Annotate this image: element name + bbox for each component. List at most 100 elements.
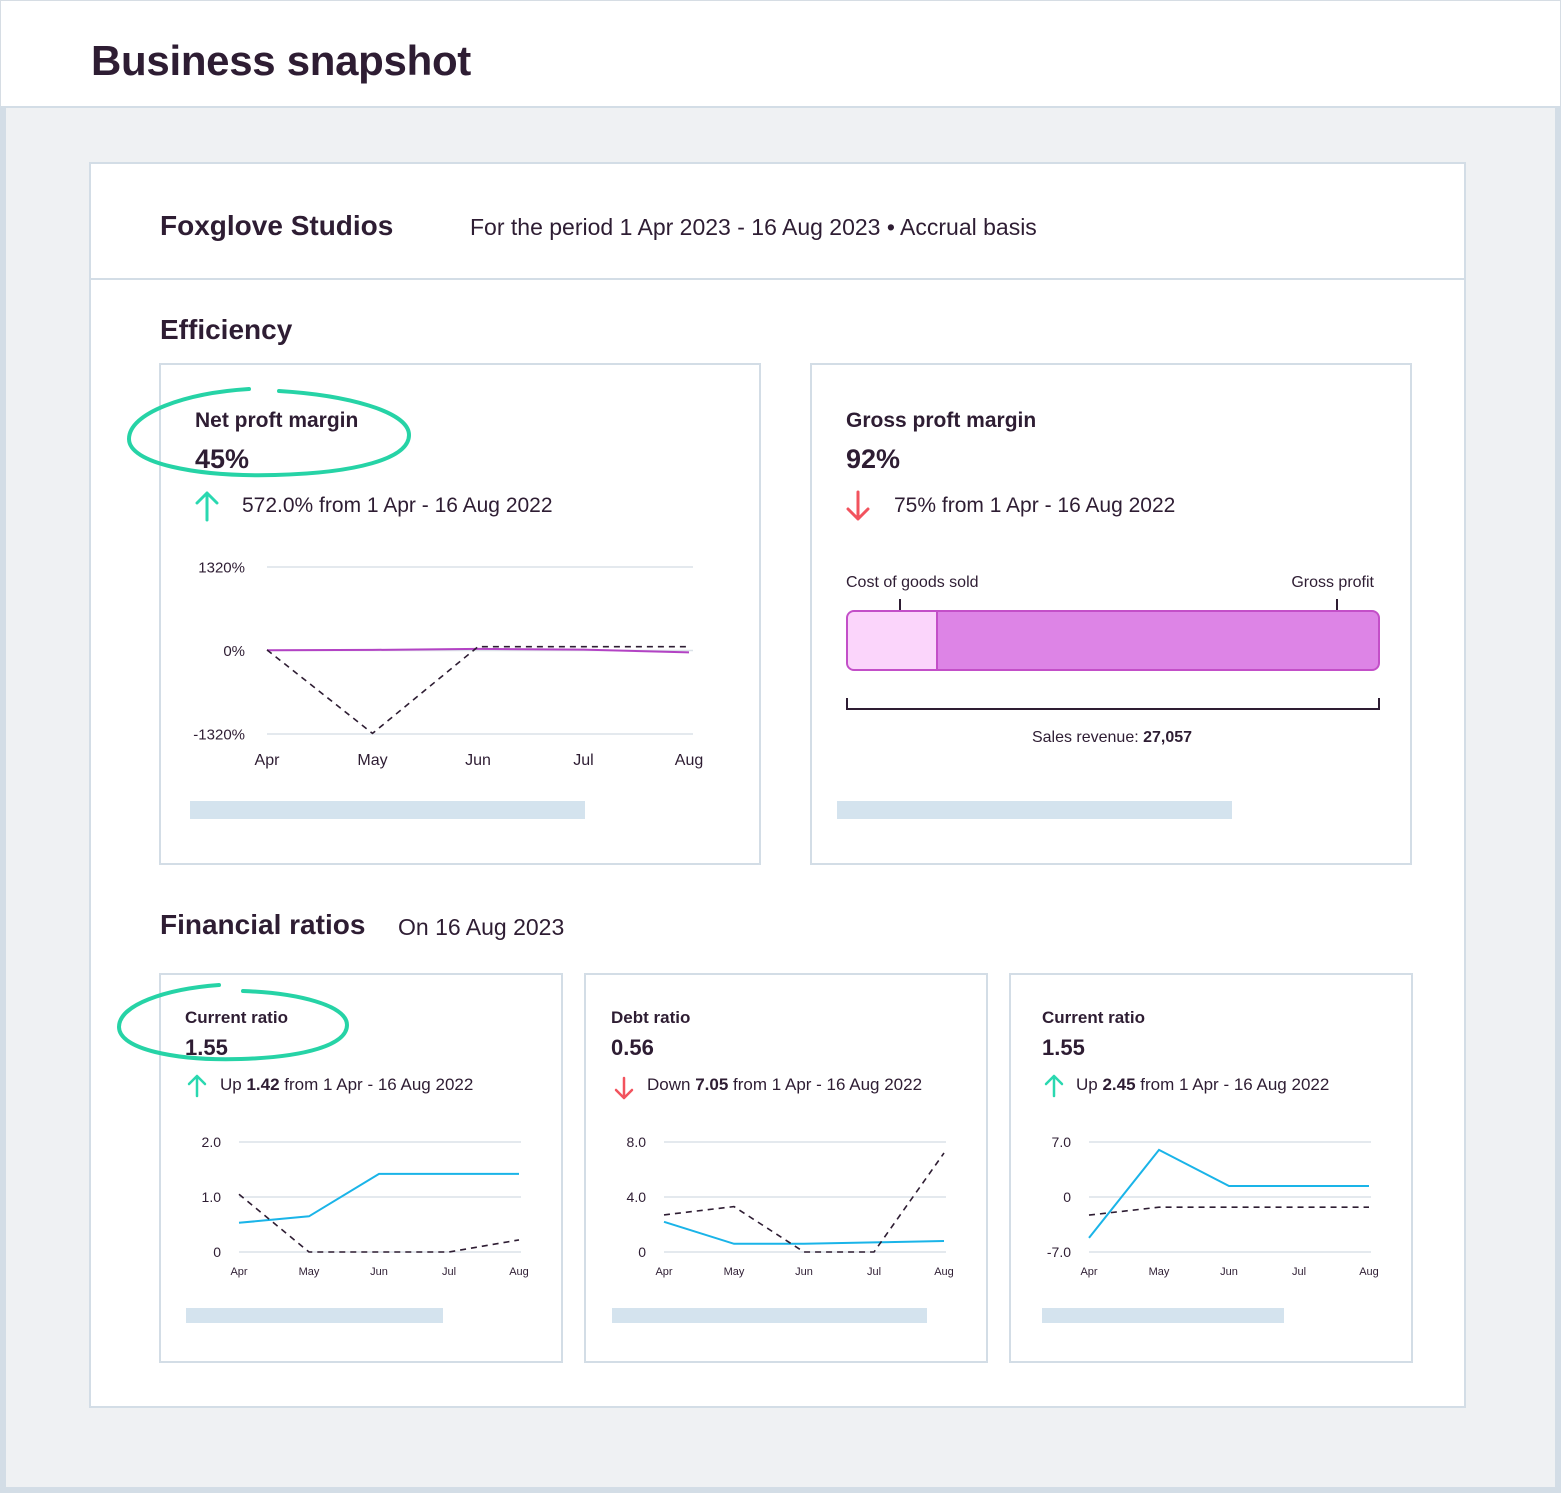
x-tick-label: Aug — [509, 1266, 529, 1278]
y-tick-label: -7.0 — [1047, 1244, 1071, 1260]
x-tick-label: Apr — [230, 1266, 247, 1278]
placeholder-bar — [186, 1308, 443, 1323]
trend-amount: 1.42 — [246, 1075, 280, 1094]
ratio-card-3-value: 1.55 — [1042, 1035, 1085, 1060]
sales-revenue-label: Sales revenue: — [1031, 729, 1139, 746]
series-line — [238, 1172, 519, 1224]
series-line — [1088, 1148, 1369, 1239]
trend-amount: 2.45 — [1102, 1075, 1136, 1094]
report-header: Foxglove Studios For the period 1 Apr 20… — [91, 164, 1464, 280]
gross-profit-label: Gross profit — [1291, 574, 1374, 591]
debt-ratio-card[interactable]: Debt ratio 0.56 Down 7.05 from 1 Apr - 1… — [584, 973, 988, 1363]
ratio-card-3-trend: Up 2.45 from 1 Apr - 16 Aug 2022 — [1076, 1075, 1329, 1095]
x-tick-label: Jun — [370, 1266, 388, 1278]
series-line — [266, 647, 690, 654]
ratio-card-1-trend: Up 1.42 from 1 Apr - 16 Aug 2022 — [220, 1075, 473, 1095]
ratio-card-3-title: Current ratio — [1042, 1008, 1145, 1027]
ratio-card-1-chart: 2.0 1.0 0 Apr May Jun Jul Aug — [202, 1134, 529, 1278]
y-tick-label: 0 — [1063, 1189, 1071, 1205]
ratio-card-2-chart: 8.0 4.0 0 Apr May Jun Jul Aug — [627, 1134, 954, 1278]
ratio-card-3-chart: 7.0 0 -7.0 Apr May Jun Jul Aug — [1047, 1134, 1379, 1278]
gross-profit-tick — [1336, 599, 1338, 619]
net-profit-title: Net proft margin — [195, 409, 359, 432]
x-tick-label: Aug — [1359, 1266, 1379, 1278]
arrow-down-icon — [846, 490, 870, 521]
comparison-series-line — [1088, 1206, 1369, 1216]
report-sheet: Foxglove Studios For the period 1 Apr 20… — [89, 162, 1466, 1408]
cogs-segment — [848, 612, 939, 669]
x-tick-label: Jun — [1220, 1266, 1238, 1278]
x-tick-label: Apr — [1080, 1266, 1097, 1278]
y-tick-label: 8.0 — [627, 1134, 647, 1150]
x-tick-label: Jul — [573, 752, 593, 769]
app-header: Business snapshot — [0, 0, 1561, 106]
gross-profit-title: Gross proft margin — [846, 409, 1037, 432]
net-profit-value: 45% — [195, 444, 250, 474]
ratio-card-1-title: Current ratio — [185, 1008, 288, 1027]
series-line — [663, 1220, 945, 1245]
placeholder-bar — [190, 801, 585, 819]
gross-profit-trend: 75% from 1 Apr - 16 Aug 2022 — [894, 494, 1176, 517]
net-profit-margin-card[interactable]: Net proft margin 45% 572.0% from 1 Apr -… — [126, 363, 761, 865]
trend-suffix: from 1 Apr - 16 Aug 2022 — [1140, 1075, 1330, 1094]
page-title: Business snapshot — [91, 37, 471, 84]
y-tick-label: 1.0 — [202, 1189, 222, 1205]
comparison-series-line — [266, 645, 689, 735]
x-tick-label: Jul — [867, 1266, 881, 1278]
gross-profit-margin-card[interactable]: Gross proft margin 92% 75% from 1 Apr - … — [810, 363, 1412, 865]
y-tick-label: 0% — [223, 643, 245, 660]
trend-prefix: Down — [647, 1075, 691, 1094]
revenue-bracket — [846, 698, 1380, 710]
x-tick-label: May — [357, 752, 387, 769]
placeholder-bar — [837, 801, 1232, 819]
net-profit-chart: 1320% 0% -1320% Apr May Jun Jul Aug — [193, 559, 703, 769]
comparison-series-line — [663, 1152, 945, 1253]
x-tick-label: May — [1149, 1266, 1170, 1278]
efficiency-section-title: Efficiency — [160, 314, 293, 345]
placeholder-bar — [612, 1308, 927, 1323]
y-tick-label: 0 — [213, 1244, 221, 1260]
x-tick-label: May — [299, 1266, 320, 1278]
x-tick-label: Aug — [675, 752, 703, 769]
sales-revenue-value: 27,057 — [1143, 729, 1193, 746]
sales-revenue: Sales revenue: 27,057 — [812, 729, 1412, 747]
x-tick-label: Aug — [934, 1266, 954, 1278]
current-ratio-card[interactable]: Current ratio 1.55 Up 1.42 from 1 Apr - … — [116, 973, 563, 1363]
trend-suffix: from 1 Apr - 16 Aug 2022 — [733, 1075, 923, 1094]
arrow-up-icon — [1044, 1074, 1064, 1098]
ratio-card-1-value: 1.55 — [185, 1035, 228, 1060]
x-tick-label: Jun — [795, 1266, 813, 1278]
x-tick-label: Jul — [1292, 1266, 1306, 1278]
y-tick-label: 4.0 — [627, 1189, 647, 1205]
financial-ratios-date: On 16 Aug 2023 — [398, 914, 565, 940]
current-ratio-card-2[interactable]: Current ratio 1.55 Up 2.45 from 1 Apr - … — [1009, 973, 1413, 1363]
organisation-name: Foxglove Studios — [160, 210, 394, 241]
x-tick-label: Apr — [655, 1266, 672, 1278]
arrow-down-icon — [614, 1076, 634, 1100]
arrow-up-icon — [187, 1074, 207, 1098]
cogs-label: Cost of goods sold — [846, 574, 979, 591]
cogs-tick — [899, 599, 901, 619]
x-tick-label: Jun — [465, 752, 491, 769]
trend-prefix: Up — [220, 1075, 242, 1094]
y-tick-label: -1320% — [193, 726, 245, 743]
x-tick-label: Apr — [255, 752, 281, 769]
ratio-card-2-trend: Down 7.05 from 1 Apr - 16 Aug 2022 — [647, 1075, 922, 1095]
arrow-up-icon — [195, 491, 219, 522]
trend-suffix: from 1 Apr - 16 Aug 2022 — [284, 1075, 474, 1094]
trend-prefix: Up — [1076, 1075, 1098, 1094]
gross-profit-bar — [846, 610, 1380, 671]
comparison-series-line — [238, 1193, 520, 1253]
net-profit-trend: 572.0% from 1 Apr - 16 Aug 2022 — [242, 494, 553, 517]
y-tick-label: 1320% — [198, 559, 245, 576]
x-tick-label: Jul — [442, 1266, 456, 1278]
ratio-card-2-value: 0.56 — [611, 1035, 654, 1060]
x-tick-label: May — [724, 1266, 745, 1278]
y-tick-label: 7.0 — [1052, 1134, 1072, 1150]
ratio-card-2-title: Debt ratio — [611, 1008, 691, 1027]
y-tick-label: 2.0 — [202, 1134, 222, 1150]
placeholder-bar — [1042, 1308, 1284, 1323]
financial-ratios-section-title: Financial ratios — [160, 909, 366, 940]
gross-profit-value: 92% — [846, 444, 901, 474]
y-tick-label: 0 — [638, 1244, 646, 1260]
